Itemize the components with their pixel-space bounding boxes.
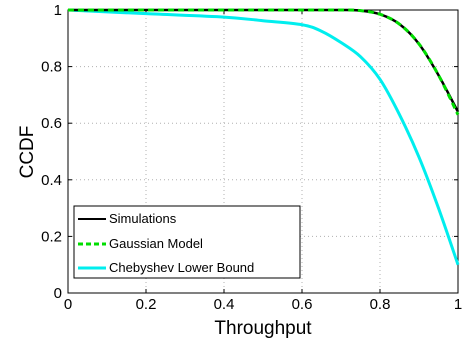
series-line-gaussian-model [67, 8, 460, 116]
legend-box [73, 205, 301, 279]
x-tick-label: 1 [454, 296, 462, 313]
x-tick-label: 0.2 [136, 296, 157, 313]
y-tick-label: 0.2 [41, 228, 62, 245]
y-tick-label: 1 [54, 2, 62, 19]
y-tick-label: 0 [54, 285, 62, 302]
x-axis-label: Throughput [214, 318, 312, 339]
legend-label-gaussian-model: Gaussian Model [109, 236, 203, 251]
data-series [67, 8, 460, 266]
x-tick-label: 0.4 [214, 296, 235, 313]
legend: Simulations Gaussian Model Chebyshev Low… [73, 205, 301, 279]
series-line-chebyshev-lower-bound [67, 8, 460, 266]
axis-ticks: 0 0.2 0.4 0.6 0.8 1 0 0.2 0.4 0.6 0.8 1 [41, 2, 462, 313]
y-tick-label: 0.4 [41, 172, 62, 189]
legend-label-simulations: Simulations [109, 211, 177, 226]
y-axis-label: CCDF [17, 126, 38, 179]
legend-label-chebyshev: Chebyshev Lower Bound [109, 260, 254, 275]
x-tick-label: 0 [64, 296, 72, 313]
x-tick-label: 0.8 [370, 296, 391, 313]
y-tick-label: 0.6 [41, 115, 62, 132]
x-tick-label: 0.6 [292, 296, 313, 313]
y-tick-label: 0.8 [41, 59, 62, 76]
